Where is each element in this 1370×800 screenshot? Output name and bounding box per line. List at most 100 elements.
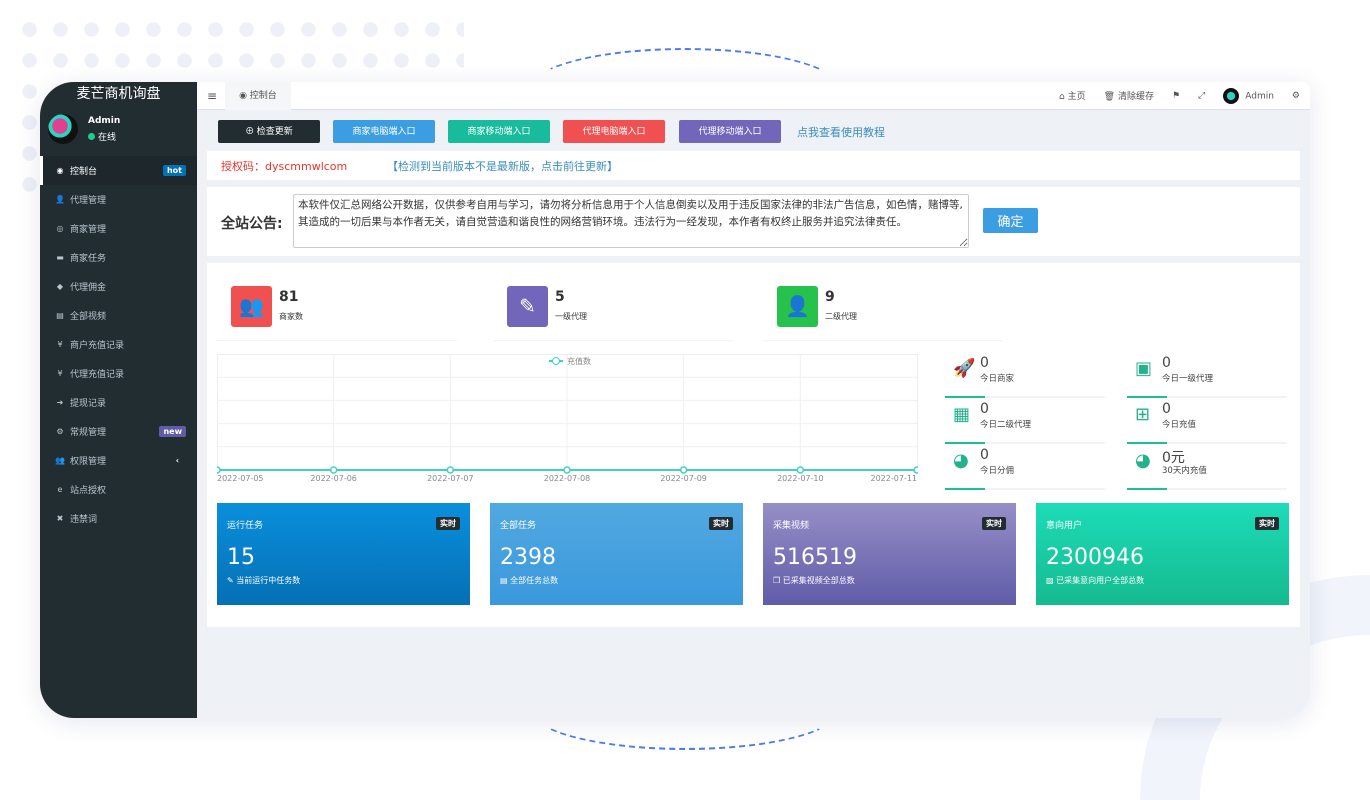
app-window: 麦芒商机询盘 Admin 在线 ◉ 控制台 hot 👤 代理管理 ◎ 商家管理 ▬ 商家任务 ◆ 代… (40, 82, 1310, 718)
file-video-icon: ▤ (56, 311, 64, 320)
confirm-button[interactable]: 确定 (983, 208, 1038, 233)
sidebar-item[interactable]: ◆ 代理佣金 (40, 272, 197, 301)
today-value: 0 (980, 447, 989, 463)
menu-badge: hot (162, 165, 186, 176)
menu-toggle-icon[interactable]: ≡ (207, 88, 218, 103)
sidebar-item[interactable]: ⚙ 常规管理 new (40, 417, 197, 446)
card-title: 运行任务 (227, 521, 264, 531)
sidebar-item-label: 代理充值记录 (70, 370, 125, 380)
id-card-icon: ▣ (1135, 358, 1153, 379)
card-value: 2398 (500, 545, 556, 570)
x-tick-label: 2022-07-08 (544, 474, 591, 483)
today-label: 今日一级代理 (1162, 374, 1214, 384)
tab-dashboard[interactable]: ◉ 控制台 (225, 82, 291, 110)
toolbar-button[interactable]: 代理电脑端入口 (563, 120, 665, 143)
notice-textarea[interactable]: 本软件仅汇总网络公开数据，仅供参考自用与学习，请勿将分析信息用于个人信息倒卖以及… (293, 194, 969, 248)
settings-icon[interactable]: ⚙ (1291, 90, 1300, 101)
toolbar-button[interactable]: ⊕ 检查更新 (218, 120, 320, 143)
sidebar-item[interactable]: ▬ 商家任务 (40, 243, 197, 272)
today-stat: ◕ 0 今日分佣 (945, 446, 1105, 490)
data-point (679, 466, 688, 474)
close-icon: ✖ (56, 514, 64, 523)
summary-card: 运行任务 实时 15 ✎ 当前运行中任务数 (217, 503, 470, 605)
sidebar-item[interactable]: 👤 代理管理 (40, 185, 197, 214)
recharge-chart: 2022-07-05 2022-07-06 2022-07-07 2022-07-08… (217, 354, 918, 483)
today-label: 今日二级代理 (980, 420, 1032, 430)
sidebar-item-label: 商家任务 (70, 254, 107, 264)
today-value: 0元 (1162, 450, 1185, 466)
menu-badge: new (159, 426, 186, 437)
sidebar-item-label: 全部视频 (70, 312, 107, 322)
card-desc: ❐ 已采集视频全部总数 (773, 576, 855, 585)
copy-icon: ❐ (773, 576, 783, 585)
sidebar-item[interactable]: ➜ 提现记录 (40, 388, 197, 417)
summary-card: 全部任务 实时 2398 ▤ 全部任务总数 (490, 503, 743, 605)
card-desc: ▨ 已采集意向用户全部总数 (1046, 576, 1145, 585)
data-point (563, 466, 571, 474)
database-icon: ▤ (500, 576, 511, 585)
internet-explorer-icon: e (57, 485, 63, 494)
sidebar-item[interactable]: 👥 权限管理 ‹ (40, 446, 197, 475)
update-link[interactable]: 【检测到当前版本不是最新版，点击前往更新】 (387, 159, 618, 173)
today-label: 今日商家 (980, 374, 1015, 384)
toolbar-button[interactable]: 商家移动端入口 (448, 120, 550, 143)
x-tick-label: 2022-07-10 (777, 474, 824, 483)
toolbar-button[interactable]: 代理移动端入口 (679, 120, 781, 143)
image-icon: ▨ (1046, 576, 1057, 585)
sidebar-item-label: 提现记录 (70, 399, 107, 409)
legend-label: 充值数 (567, 356, 591, 366)
sidebar-item[interactable]: ¥ 代理充值记录 (40, 359, 197, 388)
sidebar-item[interactable]: e 站点授权 (40, 475, 197, 504)
today-value: 0 (1162, 355, 1171, 371)
calendar-icon: ▦ (953, 404, 971, 425)
home-link[interactable]: ⌂ 主页 (1059, 92, 1086, 102)
stat-value: 9 (825, 289, 835, 305)
sidebar-item-label: 商户充值记录 (70, 341, 125, 351)
realtime-badge: 实时 (436, 517, 460, 530)
sidebar-item[interactable]: ¥ 商户充值记录 (40, 330, 197, 359)
today-value: 0 (980, 355, 989, 371)
sidebar-item-label: 代理佣金 (70, 283, 107, 293)
tutorial-link[interactable]: 点我查看使用教程 (797, 126, 885, 139)
realtime-badge: 实时 (1255, 517, 1279, 530)
keyboard-icon: ▬ (56, 253, 64, 262)
user-menu[interactable]: Admin (1223, 87, 1274, 104)
data-point (217, 466, 221, 474)
fullscreen-icon[interactable]: ⤢ (1198, 90, 1206, 101)
sidebar-item[interactable]: ◎ 商家管理 (40, 214, 197, 243)
toolbar-button[interactable]: 商家电脑端入口 (333, 120, 435, 143)
card-desc: ▤ 全部任务总数 (500, 576, 559, 585)
x-tick-label: 2022-07-07 (427, 474, 474, 483)
sidebar-item-label: 代理管理 (70, 196, 107, 206)
today-stat: ▣ 0 今日一级代理 (1127, 354, 1287, 398)
card-title: 采集视频 (773, 521, 810, 531)
user-plus-icon: 👤 (55, 195, 65, 204)
sidebar-item-label: 商家管理 (70, 225, 107, 235)
decor-arc (530, 670, 840, 750)
sidebar-menu: ◉ 控制台 hot 👤 代理管理 ◎ 商家管理 ▬ 商家任务 ◆ 代理佣金 ▤ 全部视频 ¥ 商户充值记录 ¥… (40, 156, 197, 533)
today-value: 0 (1162, 401, 1171, 417)
sidebar-item[interactable]: ✖ 违禁词 (40, 504, 197, 533)
diamond-icon: ◆ (56, 282, 64, 291)
data-point (446, 466, 455, 474)
x-tick-label: 2022-07-11 (871, 474, 918, 483)
today-stat: ▦ 0 今日二级代理 (945, 400, 1105, 444)
magic-icon: ✎ (507, 286, 548, 327)
handshake-icon: ◎ (56, 224, 64, 233)
cogs-icon: ⚙ (56, 427, 64, 436)
notice-panel: 全站公告: 本软件仅汇总网络公开数据，仅供参考自用与学习，请勿将分析信息用于个人… (207, 187, 1300, 256)
sidebar-item-label: 权限管理 (70, 457, 107, 467)
decor-arc (530, 48, 840, 128)
calendar-plus-icon: ⊞ (1135, 404, 1151, 425)
card-value: 2300946 (1046, 545, 1144, 570)
online-dot-icon (88, 133, 95, 140)
clear-cache-link[interactable]: 🗑 清除缓存 (1103, 92, 1154, 102)
data-point (329, 466, 338, 474)
stat-box: 👤 9 二级代理 (763, 281, 1003, 341)
sidebar-item-label: 站点授权 (70, 486, 107, 496)
today-stat: ⊞ 0 今日充值 (1127, 400, 1287, 444)
sidebar-item[interactable]: ▤ 全部视频 (40, 301, 197, 330)
sidebar-item[interactable]: ◉ 控制台 hot (40, 156, 197, 185)
language-icon[interactable]: ⚑ (1171, 90, 1181, 101)
top-header: ≡ ◉ 控制台 ⌂ 主页 🗑 清除缓存 ⚑ ⤢ Admin ⚙ (197, 82, 1310, 110)
